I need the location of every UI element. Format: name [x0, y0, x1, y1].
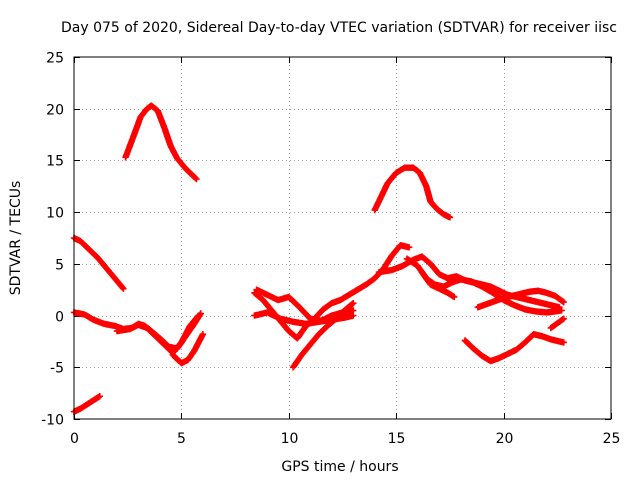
data-point — [558, 307, 565, 314]
series-arc-5 — [113, 312, 202, 357]
data-point — [199, 330, 207, 338]
data-point — [350, 299, 357, 307]
data-point — [193, 175, 200, 183]
y-tick-label: -10 — [41, 413, 64, 429]
data-point — [194, 313, 201, 320]
data-point — [560, 298, 567, 306]
y-tick-label: 5 — [55, 258, 64, 274]
data-point — [405, 244, 413, 251]
data-point — [119, 284, 126, 291]
data-point — [96, 393, 103, 400]
series-arc-6 — [169, 330, 207, 367]
x-tick-label: 10 — [281, 431, 299, 447]
x-tick-label: 25 — [603, 431, 621, 447]
data-point — [349, 300, 356, 308]
series-arc-16 — [474, 287, 567, 311]
data-point — [192, 174, 199, 182]
series-arc-11 — [371, 164, 454, 221]
y-tick-label: 15 — [46, 154, 64, 170]
series-arc-17 — [547, 315, 567, 332]
series-layer — [70, 102, 567, 415]
data-point — [560, 315, 567, 322]
data-point — [350, 312, 357, 319]
series-arc-14 — [418, 268, 458, 301]
data-point — [446, 214, 454, 221]
x-axis-label: GPS time / hours — [281, 459, 398, 475]
series-arc-1 — [122, 102, 200, 183]
x-tick-label: 5 — [177, 431, 186, 447]
series-arc-15 — [461, 330, 567, 365]
data-point — [450, 293, 458, 301]
y-tick-label: 10 — [46, 206, 64, 222]
y-tick-label: 25 — [46, 51, 64, 67]
data-point — [120, 285, 127, 292]
x-tick-label: 0 — [70, 431, 79, 447]
y-axis-label: SDTVAR / TECUs — [8, 181, 24, 296]
x-tick-label: 20 — [496, 431, 514, 447]
tick-layer: 0 5 10 15 20 25 -10 -5 0 5 10 15 20 25 — [41, 51, 620, 448]
data-point — [560, 339, 567, 346]
y-tick-label: 0 — [55, 310, 64, 326]
data-point — [195, 312, 202, 319]
series-arc-2 — [70, 234, 127, 292]
x-tick-label: 15 — [388, 431, 406, 447]
y-tick-label: 20 — [46, 103, 64, 119]
series-arc-10 — [289, 299, 357, 371]
chart-title: Day 075 of 2020, Sidereal Day-to-day VTE… — [61, 20, 617, 36]
plot-frame — [73, 56, 612, 420]
y-tick-label: -5 — [50, 361, 64, 377]
